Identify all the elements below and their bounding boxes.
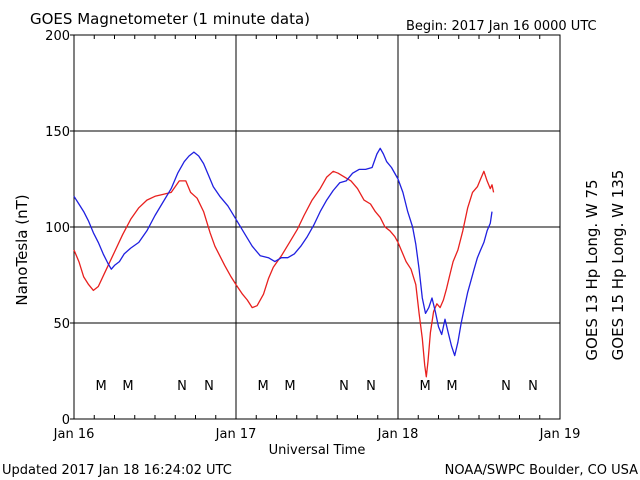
series-goes15-line	[73, 147, 493, 357]
y-tick-label: 200	[45, 29, 70, 44]
midnight-marker: M	[122, 379, 133, 394]
y-tick-label: 50	[53, 317, 70, 332]
begin-label: Begin: 2017 Jan 16 0000 UTC	[406, 19, 597, 34]
series-goes13-line	[73, 170, 495, 378]
y-tick-label: 100	[45, 221, 70, 236]
x-tick-label: Jan 17	[215, 427, 257, 442]
noon-marker: N	[501, 379, 511, 394]
x-ticks: Jan 16 Jan 17 Jan 18 Jan 19	[53, 35, 581, 442]
x-tick-label: Jan 16	[53, 427, 95, 442]
x-tick-label: Jan 18	[377, 427, 419, 442]
midnight-marker: M	[419, 379, 430, 394]
y-axis-label: NanoTesla (nT)	[13, 194, 31, 305]
y-tick-label: 0	[62, 413, 70, 428]
y-ticks: 0 50 100 150 200	[45, 29, 74, 428]
updated-timestamp: Updated 2017 Jan 18 16:24:02 UTC	[2, 463, 232, 478]
legend-goes13: GOES 13 Hp Long. W 75	[583, 179, 601, 360]
midnight-marker: M	[257, 379, 268, 394]
noon-marker: N	[339, 379, 349, 394]
series-lines	[73, 147, 495, 378]
grid-lines	[74, 35, 560, 419]
noon-marker: N	[204, 379, 214, 394]
x-tick-label: Jan 19	[539, 427, 581, 442]
x-axis-label: Universal Time	[269, 443, 366, 458]
noon-marker: N	[177, 379, 187, 394]
midnight-marker: M	[284, 379, 295, 394]
noon-marker: N	[528, 379, 538, 394]
chart-title: GOES Magnetometer (1 minute data)	[30, 10, 310, 28]
credit-text: NOAA/SWPC Boulder, CO USA	[445, 463, 638, 478]
y-tick-label: 150	[45, 125, 70, 140]
midnight-marker: M	[95, 379, 106, 394]
noon-marker: N	[366, 379, 376, 394]
legend-goes15: GOES 15 Hp Long. W 135	[609, 170, 627, 361]
midnight-marker: M	[446, 379, 457, 394]
